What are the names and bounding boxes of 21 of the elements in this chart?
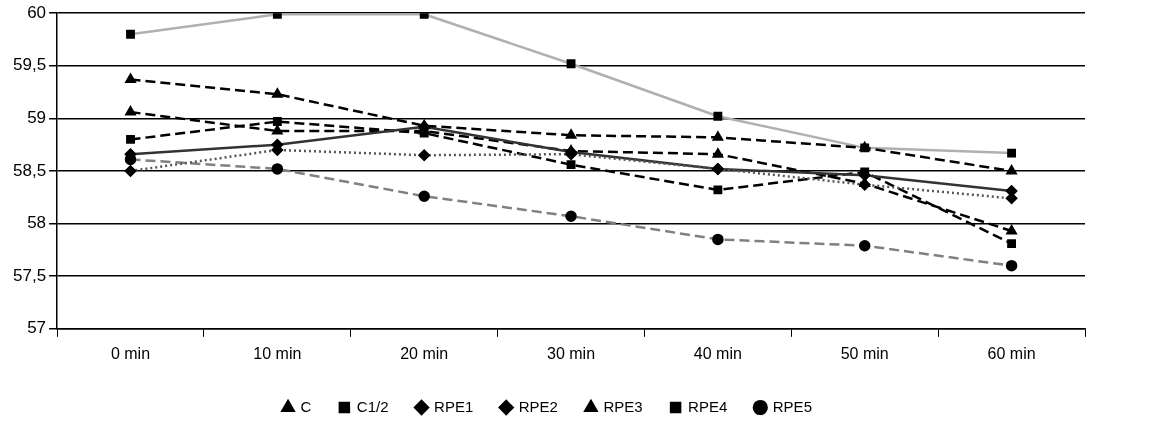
y-tick-label: 60 [27, 2, 47, 22]
y-tick-label: 58 [27, 213, 47, 233]
legend-label: RPE1 [434, 397, 474, 415]
legend-label: RPE3 [603, 397, 643, 415]
x-tick-label: 50 min [840, 344, 889, 362]
y-tick-label: 59 [27, 108, 47, 128]
legend-label: RPE5 [772, 397, 812, 415]
y-tick-label: 59,5 [12, 55, 47, 75]
y-tick-label: 57,5 [12, 265, 47, 285]
y-tick-label: 57 [27, 318, 47, 338]
legend-label: RPE2 [518, 397, 558, 415]
x-tick-label: 40 min [693, 344, 742, 362]
x-tick-label: 0 min [110, 344, 151, 362]
x-tick-label: 20 min [400, 344, 449, 362]
x-tick-label: 60 min [987, 344, 1036, 362]
legend-label: C [300, 397, 312, 415]
x-tick-label: 10 min [253, 344, 302, 362]
x-tick-label: 30 min [547, 344, 596, 362]
y-tick-label: 58,5 [12, 160, 47, 180]
legend-label: C1/2 [356, 397, 389, 415]
legend-label: RPE4 [688, 397, 728, 415]
